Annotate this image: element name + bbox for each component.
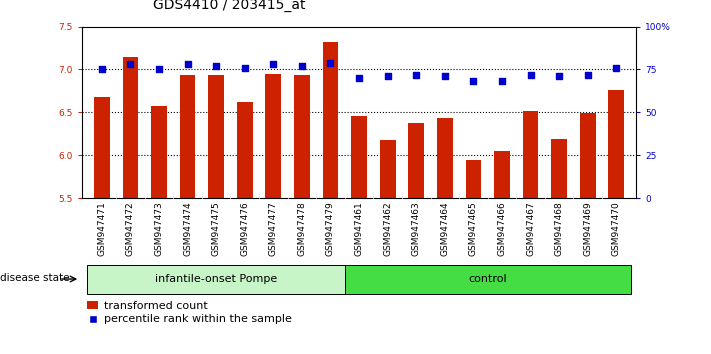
Point <box>267 62 279 67</box>
Text: GSM947461: GSM947461 <box>355 201 363 256</box>
Text: GSM947478: GSM947478 <box>297 201 306 256</box>
Bar <box>151 107 167 198</box>
Bar <box>380 140 395 198</box>
Text: GSM947470: GSM947470 <box>612 201 621 256</box>
Point <box>325 60 336 65</box>
Bar <box>180 75 196 198</box>
Point <box>124 62 136 67</box>
Text: infantile-onset Pompe: infantile-onset Pompe <box>155 274 277 284</box>
Point <box>525 72 536 78</box>
Text: GSM947474: GSM947474 <box>183 201 192 256</box>
Bar <box>237 102 252 198</box>
Text: GSM947464: GSM947464 <box>440 201 449 256</box>
Bar <box>351 116 367 198</box>
Point <box>210 63 222 69</box>
Text: GSM947479: GSM947479 <box>326 201 335 256</box>
Bar <box>265 74 281 198</box>
Bar <box>94 97 109 198</box>
Text: GSM947467: GSM947467 <box>526 201 535 256</box>
Text: GSM947475: GSM947475 <box>212 201 220 256</box>
Bar <box>523 111 538 198</box>
Text: GDS4410 / 203415_at: GDS4410 / 203415_at <box>153 0 305 12</box>
Text: GSM947468: GSM947468 <box>555 201 564 256</box>
Point <box>154 67 165 72</box>
Bar <box>408 123 424 198</box>
Text: GSM947476: GSM947476 <box>240 201 250 256</box>
Text: GSM947477: GSM947477 <box>269 201 278 256</box>
Text: disease state: disease state <box>0 273 70 283</box>
Bar <box>466 160 481 198</box>
Point <box>296 63 308 69</box>
Point <box>382 74 393 79</box>
Text: GSM947465: GSM947465 <box>469 201 478 256</box>
Point <box>410 72 422 78</box>
Bar <box>437 118 453 198</box>
Point <box>582 72 594 78</box>
Point <box>553 74 565 79</box>
Text: GSM947471: GSM947471 <box>97 201 106 256</box>
Text: GSM947473: GSM947473 <box>154 201 164 256</box>
Point <box>182 62 193 67</box>
Bar <box>208 75 224 198</box>
Bar <box>609 90 624 198</box>
Point <box>496 79 508 84</box>
Point <box>611 65 622 70</box>
Bar <box>345 266 631 294</box>
Text: GSM947472: GSM947472 <box>126 201 135 256</box>
Text: GSM947469: GSM947469 <box>583 201 592 256</box>
Bar <box>87 266 345 294</box>
Point <box>239 65 250 70</box>
Bar <box>122 57 138 198</box>
Point <box>353 75 365 81</box>
Point <box>96 67 107 72</box>
Text: GSM947463: GSM947463 <box>412 201 421 256</box>
Bar <box>551 139 567 198</box>
Bar <box>494 151 510 198</box>
Text: GSM947462: GSM947462 <box>383 201 392 256</box>
Point <box>468 79 479 84</box>
Bar <box>294 75 310 198</box>
Bar <box>323 42 338 198</box>
Text: GSM947466: GSM947466 <box>498 201 506 256</box>
Bar <box>580 113 596 198</box>
Legend: transformed count, percentile rank within the sample: transformed count, percentile rank withi… <box>87 301 292 325</box>
Text: control: control <box>469 274 507 284</box>
Point <box>439 74 451 79</box>
